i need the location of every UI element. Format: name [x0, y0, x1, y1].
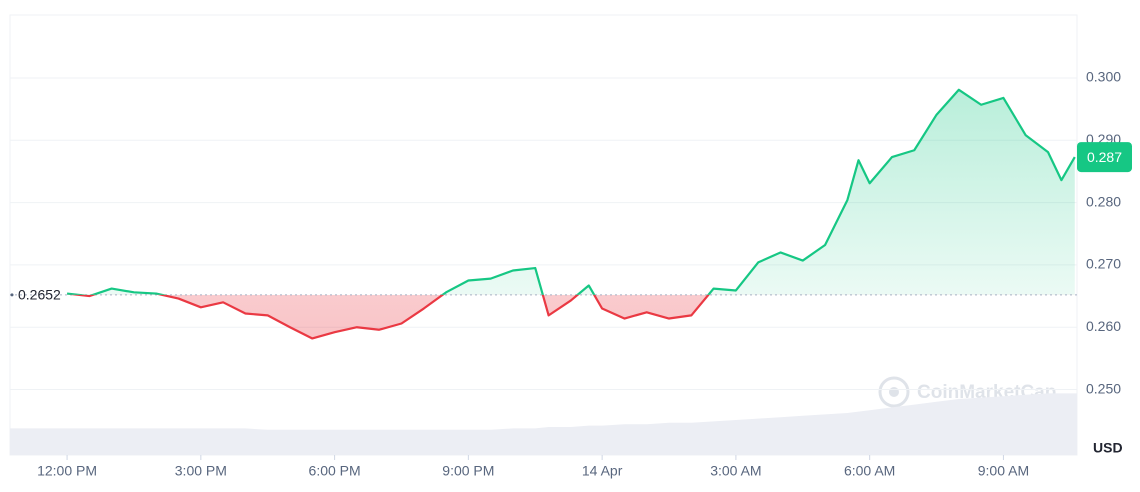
y-tick-label: 0.280: [1086, 193, 1121, 209]
x-tick-label: 6:00 AM: [844, 463, 895, 479]
x-tick-label: 6:00 PM: [309, 463, 361, 479]
x-tick-label: 12:00 PM: [37, 463, 97, 479]
line-up: [66, 88, 1076, 295]
x-tick-label: 9:00 PM: [442, 463, 494, 479]
line-down: [68, 294, 710, 340]
y-tick-label: 0.250: [1086, 380, 1121, 396]
y-tick-label: 0.270: [1086, 256, 1121, 272]
baseline-dot: [10, 293, 14, 297]
area-down: [78, 294, 709, 339]
x-tick-label: 9:00 AM: [978, 463, 1029, 479]
currency-label: USD: [1093, 440, 1123, 456]
baseline-label: 0.2652: [18, 287, 61, 303]
last-price-badge: [1077, 142, 1132, 173]
volume-area: [10, 393, 1077, 455]
last-price-label: 0.287: [1087, 149, 1122, 165]
x-tick-label: 3:00 AM: [710, 463, 761, 479]
y-tick-label: 0.260: [1086, 318, 1121, 334]
y-tick-label: 0.300: [1086, 69, 1121, 85]
area-up: [67, 89, 1075, 295]
x-tick-label: 14 Apr: [582, 463, 623, 479]
x-tick-label: 3:00 PM: [175, 463, 227, 479]
